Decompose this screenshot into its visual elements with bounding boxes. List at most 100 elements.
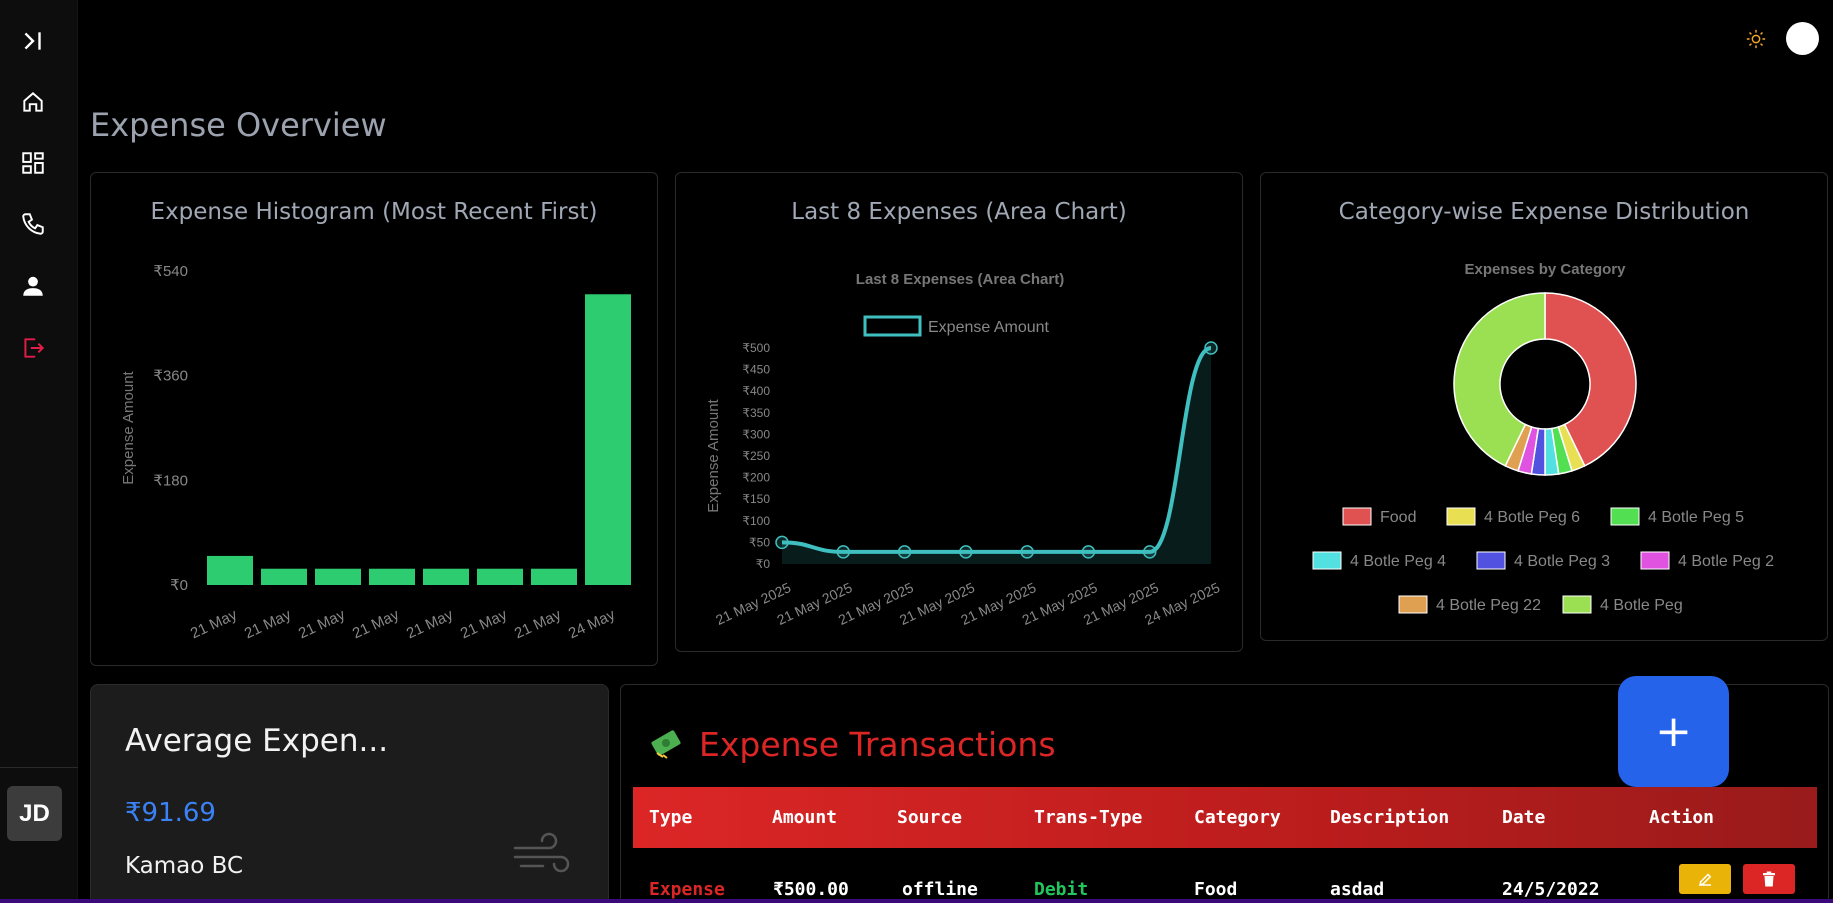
- user-icon[interactable]: [19, 272, 47, 300]
- y-tick-label: ₹540: [153, 263, 188, 280]
- col-action: Action: [1649, 807, 1715, 828]
- legend-label: 4 Botle Peg 3: [1514, 553, 1610, 570]
- col-description[interactable]: Description: [1330, 807, 1450, 828]
- bar: [477, 568, 523, 585]
- sun-icon[interactable]: [1745, 28, 1767, 50]
- pie-chart: Expenses by Category Food 4 Botle Peg 6 4 B…: [1312, 261, 1774, 614]
- y-axis-label: Expense Amount: [705, 398, 722, 512]
- col-category[interactable]: Category: [1194, 807, 1281, 828]
- row-source: offline: [902, 879, 978, 900]
- bar: [207, 555, 253, 585]
- table-header: Type Amount Source Trans-Type Category D…: [633, 787, 1817, 848]
- col-type[interactable]: Type: [649, 807, 693, 828]
- x-tick-label: 21 May: [188, 606, 240, 642]
- sidebar: JD: [0, 0, 78, 903]
- bar: [369, 568, 415, 585]
- area-card: Last 8 Expenses (Area Chart) Last 8 Expe…: [675, 172, 1243, 652]
- delete-button[interactable]: [1743, 864, 1795, 894]
- x-tick-label: 21 May: [242, 606, 294, 642]
- data-point: [1142, 545, 1157, 559]
- legend-label: 4 Botle Peg 6: [1484, 509, 1580, 526]
- money-icon: [649, 725, 685, 766]
- legend-swatch: [1312, 551, 1342, 570]
- edit-button[interactable]: [1679, 864, 1731, 894]
- dashboard-icon[interactable]: [19, 149, 47, 177]
- row-amount: ₹500.00: [773, 879, 849, 900]
- x-tick-label: 21 May: [404, 606, 456, 642]
- bar: [261, 568, 307, 585]
- histogram-card: Expense Histogram (Most Recent First) ₹0…: [90, 172, 658, 666]
- x-tick-label: 24 May: [566, 606, 618, 642]
- add-expense-button[interactable]: +: [1618, 676, 1729, 787]
- average-value: ₹91.69: [125, 798, 216, 828]
- data-point: [1020, 545, 1034, 559]
- data-point: [959, 545, 973, 559]
- row-date: 24/5/2022: [1502, 879, 1600, 900]
- y-tick-label: ₹0: [756, 557, 771, 571]
- histogram-title: Expense Histogram (Most Recent First): [150, 199, 598, 225]
- y-axis-label: Expense Amount: [120, 370, 137, 484]
- col-source[interactable]: Source: [897, 807, 963, 828]
- phone-icon[interactable]: [19, 210, 47, 238]
- bar: [423, 568, 469, 585]
- average-expense-card: Average Expen... ₹91.69 Kamao BC: [90, 684, 609, 903]
- legend-swatch: [1476, 551, 1506, 570]
- y-tick-label: ₹400: [742, 384, 770, 398]
- x-tick-label: 21 May: [350, 606, 402, 642]
- area-title: Last 8 Expenses (Area Chart): [791, 199, 1127, 225]
- legend-swatch: [1398, 595, 1428, 614]
- y-tick-label: ₹350: [742, 406, 770, 420]
- data-point: [1081, 545, 1096, 559]
- area-chart: Last 8 Expenses (Area Chart) Expense Amou…: [705, 271, 1222, 628]
- logout-icon[interactable]: [19, 334, 47, 362]
- x-tick-label: 21 May: [296, 606, 348, 642]
- bar: [315, 568, 361, 585]
- legend-label: Food: [1380, 509, 1416, 526]
- col-trans-type[interactable]: Trans-Type: [1034, 807, 1143, 828]
- y-tick-label: ₹180: [153, 472, 188, 489]
- col-date[interactable]: Date: [1502, 807, 1546, 828]
- legend-swatch: [1610, 507, 1640, 526]
- collapse-icon[interactable]: [19, 27, 47, 55]
- legend-label: 4 Botle Peg 22: [1436, 597, 1541, 614]
- y-tick-label: ₹150: [742, 492, 770, 506]
- row-description: asdad: [1330, 879, 1385, 900]
- y-tick-label: ₹0: [170, 577, 188, 594]
- x-tick-label: 21 May: [512, 606, 564, 642]
- legend-label: 4 Botle Peg 4: [1350, 553, 1446, 570]
- pie-slice: [1453, 292, 1546, 467]
- home-icon[interactable]: [19, 88, 47, 116]
- pie-chart-inner-title: Expenses by Category: [1465, 261, 1627, 278]
- area-fill: [782, 348, 1211, 564]
- sidebar-divider: [0, 767, 78, 768]
- y-tick-label: ₹250: [742, 449, 770, 463]
- data-point: [836, 545, 851, 559]
- trash-icon: [1763, 871, 1775, 887]
- transactions-card: Expense Transactions Type Amount Source …: [620, 684, 1829, 903]
- y-tick-label: ₹300: [742, 427, 770, 441]
- legend-label: 4 Botle Peg: [1600, 597, 1683, 614]
- y-tick-label: ₹450: [742, 363, 770, 377]
- data-point: [897, 545, 912, 559]
- profile-button[interactable]: [1786, 22, 1819, 55]
- legend-swatch: [863, 315, 922, 337]
- legend-swatch: [1342, 507, 1372, 526]
- legend-swatch: [1446, 507, 1476, 526]
- data-point: [1204, 341, 1218, 355]
- row-type: Expense: [649, 879, 725, 900]
- data-point: [775, 535, 789, 550]
- y-tick-label: ₹360: [153, 368, 188, 385]
- legend-label: 4 Botle Peg 5: [1648, 509, 1744, 526]
- y-tick-label: ₹100: [742, 514, 770, 528]
- avatar[interactable]: JD: [7, 786, 62, 841]
- col-amount[interactable]: Amount: [772, 807, 838, 828]
- x-tick-label: 21 May: [458, 606, 510, 642]
- legend-swatch: [1562, 595, 1592, 614]
- row-category: Food: [1194, 879, 1238, 900]
- row-trans-type: Debit: [1034, 879, 1089, 900]
- page-title: Expense Overview: [90, 106, 387, 144]
- pie-card: Category-wise Expense Distribution Expen…: [1260, 172, 1828, 641]
- legend-label: 4 Botle Peg 2: [1678, 553, 1774, 570]
- pie-slice: [1544, 292, 1637, 467]
